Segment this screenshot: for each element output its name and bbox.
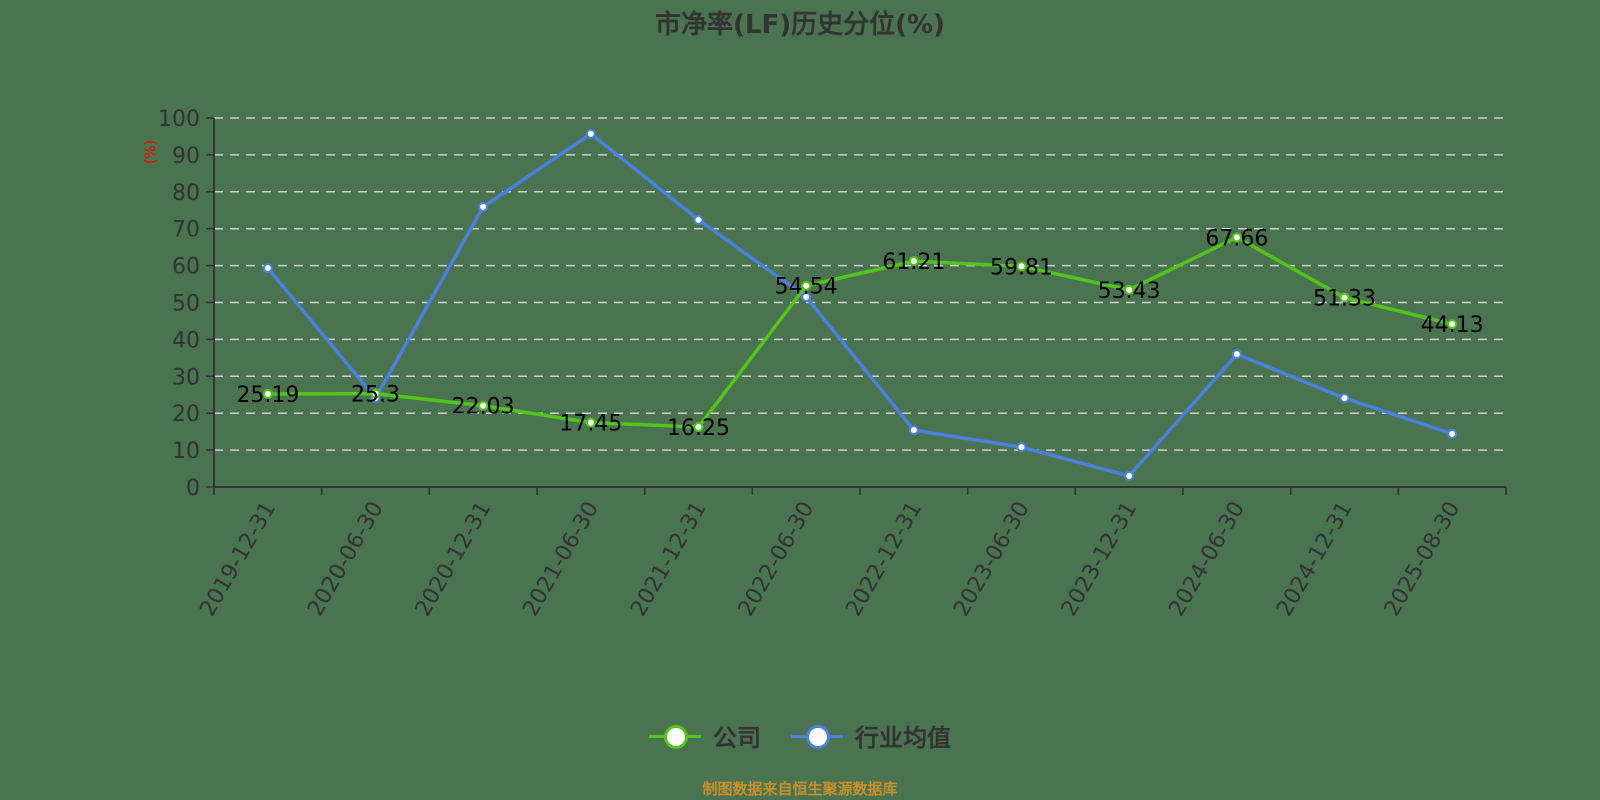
data-label: 67.66 [1205, 226, 1268, 251]
x-tick-label: 2022-06-30 [734, 498, 820, 621]
data-point-marker [478, 201, 489, 212]
data-label: 59.81 [990, 255, 1053, 280]
data-label: 16.25 [667, 416, 730, 441]
y-tick-label: 40 [172, 328, 200, 353]
data-point-marker [1339, 292, 1350, 303]
y-tick-label: 80 [172, 181, 200, 206]
data-point-marker [1124, 470, 1135, 481]
legend-label: 公司 [713, 724, 761, 752]
data-point-marker [1016, 261, 1027, 272]
x-tick-label: 2019-12-31 [195, 498, 281, 621]
data-point-marker [693, 422, 704, 433]
data-point-marker [801, 291, 812, 302]
data-label: 25.19 [236, 383, 299, 408]
data-labels: 25.19 25.3 22.03 17.45 16.25 54.54 61.21 59.81 5… [236, 226, 1483, 441]
series-line [267, 235, 1453, 429]
data-point-marker [1339, 393, 1350, 404]
data-label: 17.45 [559, 412, 622, 437]
data-label: 61.21 [882, 250, 945, 275]
y-tick-label: 10 [172, 439, 200, 464]
data-point-marker [1016, 442, 1027, 453]
y-tick-label: 90 [172, 144, 200, 169]
data-label: 44.13 [1421, 313, 1484, 338]
data-point-marker [1447, 319, 1458, 330]
chart-title: 市净率(LF)历史分位(%) [655, 10, 945, 40]
x-tick-label: 2024-12-31 [1272, 498, 1358, 621]
legend-line-circle-icon [791, 724, 843, 749]
x-tick-label: 2022-12-31 [841, 497, 927, 620]
y-tick-label: 20 [172, 402, 200, 427]
legend-item-industry[interactable]: 行业均值 [791, 718, 951, 753]
y-tick-label: 30 [172, 365, 200, 390]
data-point-marker [908, 256, 919, 267]
data-label: 54.54 [775, 275, 838, 300]
data-point-marker [1447, 428, 1458, 439]
legend-item-company[interactable]: 公司 [649, 718, 761, 753]
data-label: 53.43 [1098, 279, 1161, 304]
data-point-marker [262, 389, 273, 400]
y-tick-label: 60 [172, 255, 200, 280]
series-lines [262, 128, 1458, 481]
y-tick-label: 100 [158, 107, 200, 132]
data-point-marker [370, 388, 381, 399]
data-point-marker [585, 417, 596, 428]
data-label: 22.03 [452, 395, 515, 420]
data-point-marker [585, 128, 596, 139]
data-point-marker [1231, 232, 1242, 243]
data-point-marker [908, 425, 919, 436]
gridlines [214, 117, 1506, 451]
x-tick-label: 2023-12-31 [1057, 498, 1143, 621]
x-tick-label: 2025-08-30 [1380, 498, 1466, 621]
x-tick-label: 2024-06-30 [1164, 498, 1250, 621]
data-point-marker [478, 400, 489, 411]
data-point-marker [1124, 284, 1135, 295]
data-point-marker [801, 280, 812, 291]
y-axis: 0 10 20 30 40 50 60 70 80 90 100 [158, 107, 215, 501]
data-point-marker [1231, 349, 1242, 360]
x-tick-label: 2021-12-31 [626, 498, 712, 621]
x-tick-label: 2021-06-30 [518, 498, 604, 621]
data-point-marker [693, 214, 704, 225]
y-tick-label: 50 [172, 292, 200, 317]
y-tick-label: 0 [186, 476, 200, 501]
x-tick-label: 2020-12-31 [411, 497, 497, 620]
data-point-marker [262, 263, 273, 274]
series-line [266, 132, 1453, 478]
x-tick-label: 2023-06-30 [949, 498, 1035, 621]
x-tick-label: 2020-06-30 [303, 498, 389, 621]
source-note: 制图数据来自恒生聚源数据库 [702, 780, 898, 798]
legend-label: 行业均值 [855, 724, 951, 752]
data-label: 25.3 [351, 383, 400, 408]
legend: 公司 行业均值 [0, 718, 1600, 753]
legend-line-circle-icon [649, 724, 701, 749]
y-axis-label: (%) [143, 140, 159, 164]
data-label: 51.33 [1313, 287, 1376, 312]
y-tick-label: 70 [172, 218, 200, 243]
x-axis: 2019-12-31 2020-06-30 2020-12-31 2021-06-30… [195, 486, 1507, 621]
